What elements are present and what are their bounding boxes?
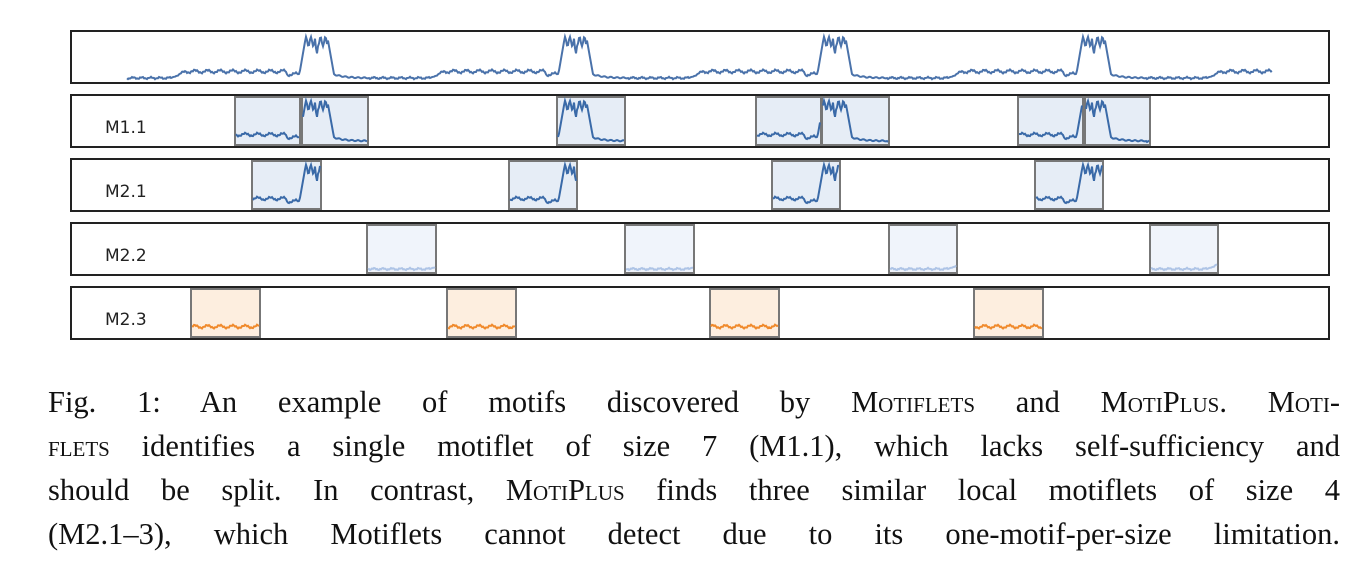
waveform: [447, 323, 516, 330]
waveform: [710, 323, 779, 330]
waveform: [1150, 263, 1218, 272]
motif-box: [301, 96, 369, 146]
motif-box-fill: [973, 288, 1044, 338]
row-panel: [70, 286, 1330, 340]
row-label: M2.3: [105, 310, 147, 330]
motif-row: M2.2: [70, 222, 1330, 276]
motif-box-fill: [888, 224, 958, 274]
waveform: [1085, 97, 1150, 144]
motif-box: [771, 160, 841, 210]
motif-box: [1017, 96, 1084, 146]
caption: Fig. 1: An example of motifs discovered …: [48, 380, 1340, 556]
row-label: M2.2: [105, 246, 147, 266]
waveform: [889, 264, 957, 272]
motif-rows: M1.1 M2.1 M2.2 M2.3: [70, 94, 1330, 340]
motif-box-fill: [709, 288, 780, 338]
waveform: [252, 160, 321, 205]
caption-text: MotiPlus: [505, 473, 625, 507]
series-panel: [70, 30, 1330, 84]
caption-line: Fig. 1: An example of motifs discovered …: [48, 380, 1340, 424]
motif-box-fill: [821, 96, 890, 146]
waveform: [625, 266, 693, 272]
caption-line: flets identifies a single motiflet of si…: [48, 424, 1340, 468]
waveform: [509, 160, 577, 205]
motif-row: M2.3: [70, 286, 1330, 340]
caption-text: Fig. 1: An example of motifs discovered …: [48, 385, 852, 419]
waveform: [367, 266, 436, 272]
motif-row: M2.1: [70, 158, 1330, 212]
waveform: [1035, 160, 1103, 205]
motif-box: [1149, 224, 1219, 274]
motif-box-fill: [234, 96, 301, 146]
motif-box: [446, 288, 517, 338]
waveform: [822, 96, 889, 143]
caption-text: Motiflets: [851, 385, 976, 419]
waveform: [191, 323, 260, 330]
caption-text: and: [975, 385, 1101, 419]
row-label: M2.1: [105, 182, 147, 202]
motif-box-fill: [1149, 224, 1219, 274]
caption-text: .: [1219, 385, 1268, 419]
motif-box: [508, 160, 578, 210]
motif-box: [821, 96, 890, 146]
motif-box-fill: [624, 224, 695, 274]
waveform: [1018, 105, 1083, 141]
waveform: [126, 32, 1273, 81]
motif-box-fill: [190, 288, 261, 338]
motif-box: [709, 288, 780, 338]
caption-text: MotiPlus: [1100, 385, 1220, 419]
motif-box: [1084, 96, 1151, 146]
caption-line: should be split. In contrast, MotiPlus f…: [48, 468, 1340, 512]
motif-box: [973, 288, 1044, 338]
figure: M1.1 M2.1 M2.2 M2.3: [70, 30, 1330, 340]
motif-box: [251, 160, 322, 210]
motif-box-fill: [1017, 96, 1084, 146]
waveform: [557, 96, 625, 143]
row-label: M1.1: [105, 118, 147, 138]
waveform: [302, 96, 368, 143]
motif-box-fill: [366, 224, 437, 274]
caption-text: identifies a single motiflet of size 7 (…: [109, 429, 1340, 463]
motif-box: [755, 96, 822, 146]
motif-box-fill: [446, 288, 517, 338]
waveform: [235, 131, 300, 141]
motif-box: [234, 96, 301, 146]
waveform: [772, 160, 840, 205]
caption-text: (M2.1–3), which Motiflets cannot detect …: [48, 517, 1340, 551]
motif-box: [366, 224, 437, 274]
caption-line: (M2.1–3), which Motiflets cannot detect …: [48, 512, 1340, 556]
motif-box: [556, 96, 626, 146]
motif-row: M1.1: [70, 94, 1330, 148]
motif-box: [888, 224, 958, 274]
motif-box: [624, 224, 695, 274]
caption-text: finds three similar local motiflets of s…: [624, 473, 1340, 507]
row-panel: [70, 222, 1330, 276]
motif-box: [1034, 160, 1104, 210]
waveform: [756, 122, 821, 141]
caption-text: flets: [48, 429, 110, 463]
waveform: [974, 323, 1043, 330]
caption-text: Moti-: [1267, 385, 1341, 419]
caption-text: should be split. In contrast,: [48, 473, 506, 507]
motif-box: [190, 288, 261, 338]
